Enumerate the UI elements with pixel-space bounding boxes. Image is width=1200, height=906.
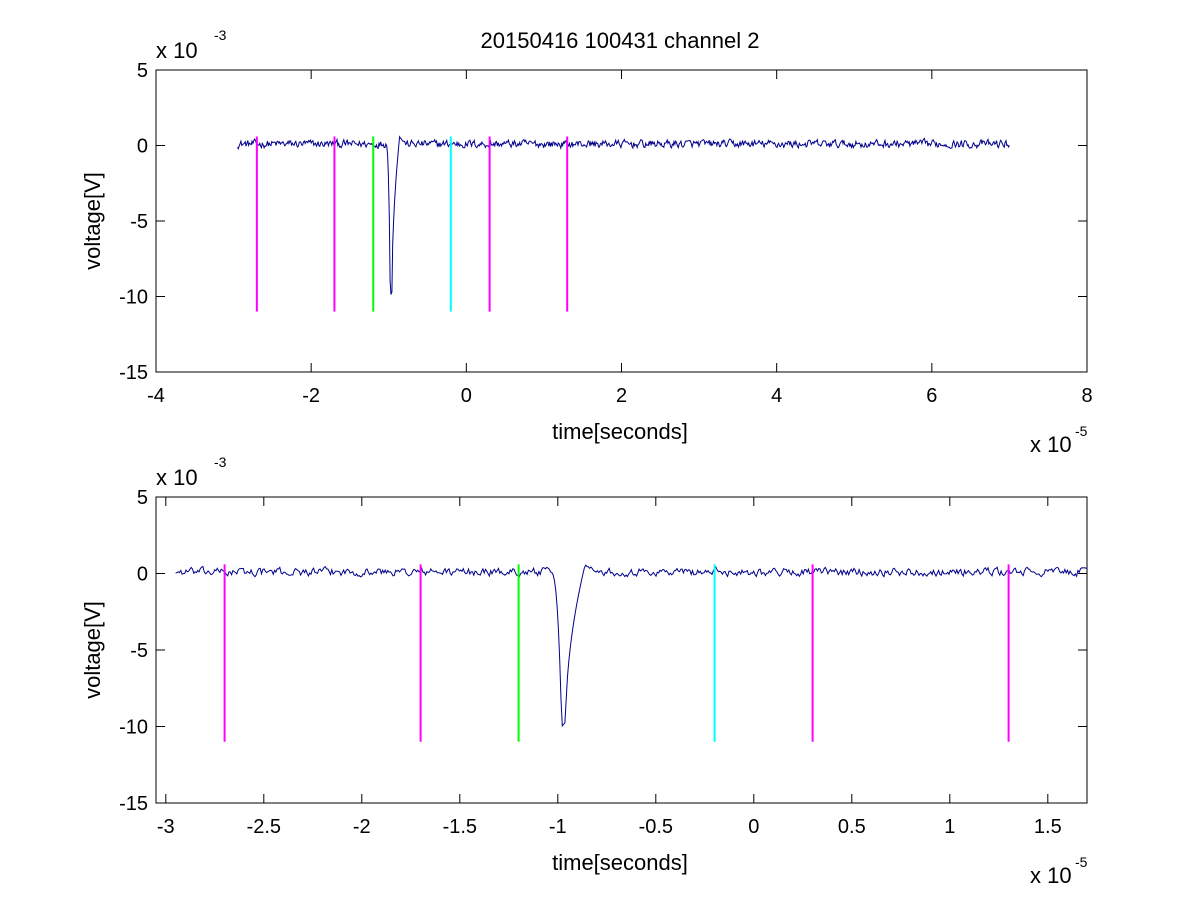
y-exponent-label: x 10	[156, 38, 198, 63]
signal-trace	[175, 564, 1088, 728]
y-tick-label: -15	[119, 793, 148, 815]
x-tick-label: -2	[353, 816, 371, 838]
x-tick-label: 0.5	[838, 816, 866, 838]
x-axis-label: time[seconds]	[552, 419, 688, 444]
y-exponent: -3	[214, 454, 227, 470]
y-axis-label: voltage[V]	[80, 601, 105, 699]
axes-bottom: -3 -2.5 -2 -1.5 -1 -0.5 0 0.5 1 1.5 5 0 -5 -10 -15 time…	[80, 454, 1088, 888]
x-tick-label: 0	[461, 385, 472, 407]
y-tick-label: -5	[130, 640, 148, 662]
signal-trace	[237, 135, 1010, 295]
y-tick-label: 0	[137, 136, 148, 158]
x-tick-label: 8	[1081, 385, 1092, 407]
y-tick-label: -15	[119, 362, 148, 384]
axes-box	[155, 496, 1088, 804]
x-tick-label: -4	[147, 385, 165, 407]
x-tick-label: 4	[771, 385, 782, 407]
x-tick-label: -3	[157, 816, 175, 838]
x-tick-label: 6	[926, 385, 937, 407]
y-exponent: -3	[214, 27, 227, 43]
x-exponent-label: x 10	[1030, 863, 1072, 888]
y-tick-label: -10	[119, 717, 148, 739]
x-tick-label: -1	[549, 816, 567, 838]
x-tick-label: 2	[616, 385, 627, 407]
x-tick-label: -2.5	[247, 816, 281, 838]
y-tick-label: -10	[119, 287, 148, 309]
x-tick-label: 0	[748, 816, 759, 838]
x-tick-label: -2	[302, 385, 320, 407]
y-tick-label: 5	[137, 487, 148, 509]
figure-title: 20150416 100431 channel 2	[481, 28, 760, 53]
x-exponent: -5	[1075, 854, 1088, 870]
x-tick-label: 1.5	[1034, 816, 1062, 838]
axes-top: -4 -2 0 2 4 6 8 5 0 -5 -10 -15 time[seconds] voltage[…	[80, 27, 1093, 457]
y-exponent-label: x 10	[156, 465, 198, 490]
x-axis-label: time[seconds]	[552, 850, 688, 875]
y-tick-label: 0	[137, 564, 148, 586]
y-axis-label: voltage[V]	[80, 172, 105, 270]
x-tick-label: -1.5	[443, 816, 477, 838]
x-tick-label: -0.5	[639, 816, 673, 838]
x-exponent: -5	[1075, 423, 1088, 439]
x-exponent-label: x 10	[1030, 432, 1072, 457]
y-tick-label: 5	[137, 60, 148, 82]
x-tick-label: 1	[944, 816, 955, 838]
y-tick-label: -5	[130, 211, 148, 233]
axes-box	[155, 69, 1088, 373]
